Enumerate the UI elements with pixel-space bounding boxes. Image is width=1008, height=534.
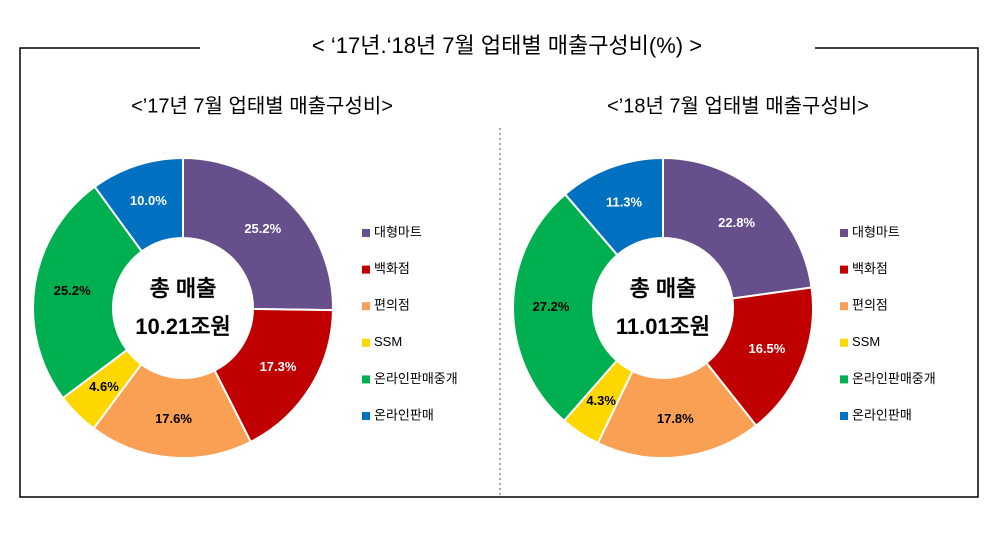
legend-swatch xyxy=(362,375,370,384)
value-label: 10.0% xyxy=(130,193,167,208)
legend-label: 백화점 xyxy=(852,261,888,276)
value-label: 11.3% xyxy=(606,194,643,209)
legend-label: 백화점 xyxy=(374,261,410,276)
value-label: 17.6% xyxy=(155,411,192,426)
legend-label: 대형마트 xyxy=(852,224,900,239)
legend-label: 온라인판매 xyxy=(374,407,434,422)
donut-slice xyxy=(563,156,664,257)
donut-slice xyxy=(182,156,334,312)
value-label: 17.3% xyxy=(260,359,297,374)
donut-slice xyxy=(512,192,619,423)
value-label: 4.6% xyxy=(89,379,119,394)
chart-title: <’18년 7월 업태별 매출구성비> xyxy=(607,94,869,117)
donut-slice xyxy=(705,286,814,427)
center-text: 총 매출 xyxy=(630,276,697,301)
legend-swatch xyxy=(840,229,848,237)
donut-slice xyxy=(596,361,758,459)
legend-swatch xyxy=(362,229,370,237)
legend-swatch xyxy=(840,412,848,420)
donut-slice xyxy=(32,185,144,400)
value-label: 27.2% xyxy=(533,299,570,314)
donut-slice xyxy=(92,362,253,459)
value-label: 25.2% xyxy=(244,221,281,236)
value-label: 4.3% xyxy=(586,393,616,408)
value-label: 22.8% xyxy=(718,215,755,230)
legend-label: SSM xyxy=(852,334,880,349)
legend-swatch xyxy=(840,302,848,311)
legend-swatch xyxy=(840,375,848,384)
legend-label: 온라인판매중개 xyxy=(852,371,936,386)
donut-slice xyxy=(213,307,334,444)
donut-slice xyxy=(93,156,184,253)
legend-swatch xyxy=(840,265,848,274)
legend-swatch xyxy=(362,265,370,274)
center-text: 11.01조원 xyxy=(616,314,710,339)
value-label: 25.2% xyxy=(54,283,91,298)
main-title: < ‘17년.‘18년 7월 업태별 매출구성비(%) > xyxy=(312,33,702,58)
legend-label: 온라인판매 xyxy=(852,407,912,422)
chart-title: <’17년 7월 업태별 매출구성비> xyxy=(131,94,393,117)
legend-label: 대형마트 xyxy=(374,224,422,239)
legend-label: 편의점 xyxy=(374,298,410,313)
title-mask xyxy=(200,30,815,64)
legend-label: SSM xyxy=(374,334,402,349)
center-text: 10.21조원 xyxy=(135,314,231,339)
legend-swatch xyxy=(362,338,370,347)
legend-label: 온라인판매중개 xyxy=(374,371,458,386)
value-label: 16.5% xyxy=(748,341,785,356)
legend-label: 편의점 xyxy=(852,298,888,313)
legend-swatch xyxy=(840,338,848,347)
value-label: 17.8% xyxy=(657,411,694,426)
donut-slice xyxy=(662,156,813,300)
legend-swatch xyxy=(362,412,370,420)
center-text: 총 매출 xyxy=(150,276,217,301)
legend-swatch xyxy=(362,302,370,311)
